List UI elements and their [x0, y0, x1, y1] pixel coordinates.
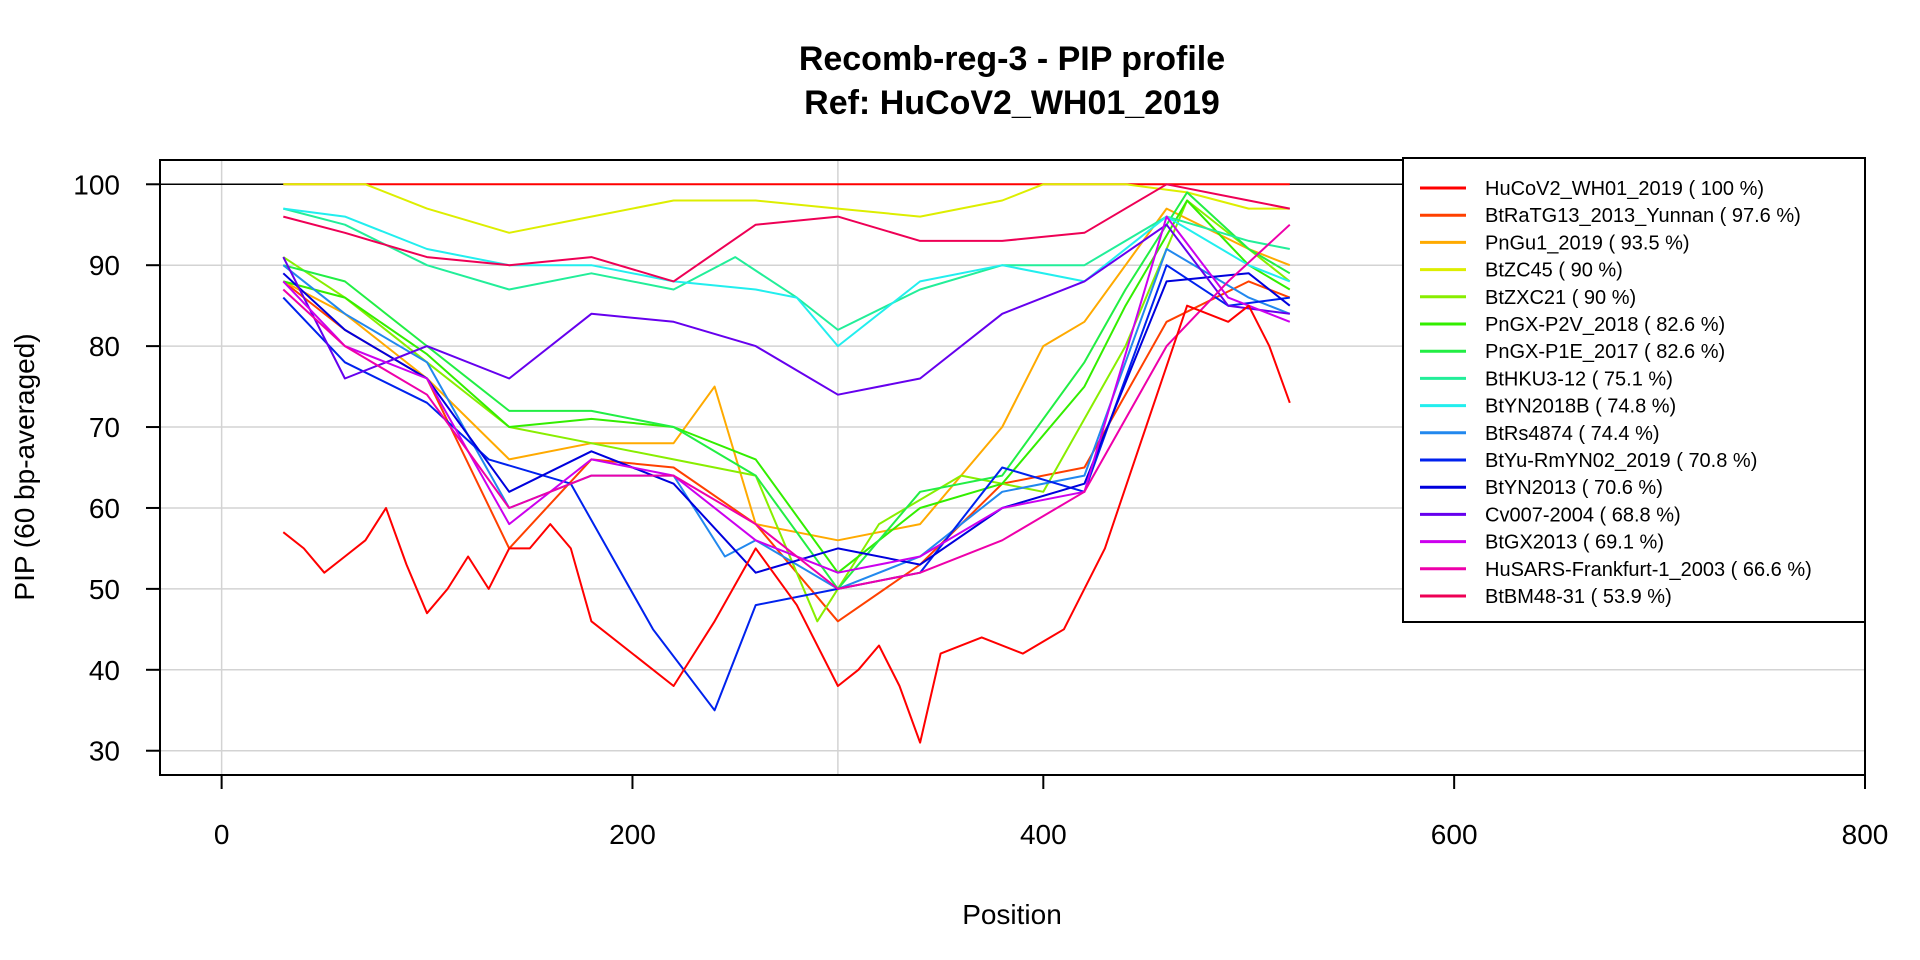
x-tick-label: 200	[609, 819, 656, 850]
x-axis-label: Position	[962, 899, 1062, 930]
legend-entries: HuCoV2_WH01_2019 ( 100 %) BtRaTG13_2013_Y…	[1420, 178, 1812, 608]
grid	[160, 160, 1865, 775]
y-tick-label: 30	[89, 736, 120, 767]
legend-label: BtRaTG13_2013_Yunnan ( 97.6 %)	[1485, 205, 1801, 227]
y-tick-label: 60	[89, 493, 120, 524]
y-tick-label: 80	[89, 331, 120, 362]
x-axis: 0 200 400 600 800	[214, 774, 1889, 850]
series-line-BtRaTG13_2013_Yunnan	[282, 280, 1291, 623]
legend-label: HuCoV2_WH01_2019 ( 100 %)	[1485, 178, 1764, 200]
legend-label: BtZC45 ( 90 %)	[1485, 260, 1623, 282]
legend-label: BtZXC21 ( 90 %)	[1485, 287, 1636, 309]
legend-label: BtGX2013 ( 69.1 %)	[1485, 532, 1664, 554]
legend-box	[1402, 157, 1866, 623]
y-tick-label: 70	[89, 412, 120, 443]
legend-label: BtYN2018B ( 74.8 %)	[1485, 396, 1676, 418]
series-line-HuSARS-Frankfurt-1_2003	[282, 223, 1291, 590]
legend-label: PnGu1_2019 ( 93.5 %)	[1485, 232, 1690, 254]
legend-label: BtYN2013 ( 70.6 %)	[1485, 477, 1663, 499]
x-tick-label: 400	[1020, 819, 1067, 850]
legend: HuCoV2_WH01_2019 ( 100 %) BtRaTG13_2013_Y…	[1402, 157, 1866, 623]
series-line-BtYN2013	[282, 272, 1291, 574]
legend-label: BtHKU3-12 ( 75.1 %)	[1485, 368, 1673, 390]
y-tick-label: 40	[89, 655, 120, 686]
series-layer	[282, 183, 1291, 744]
x-tick-label: 0	[214, 819, 230, 850]
y-axis: 30 40 50 60 70 80 90 100	[73, 169, 160, 767]
series-line-BtZC45	[283, 183, 1290, 234]
series-line-Cv007-2004	[282, 223, 1290, 396]
series-line-BtYN2018B	[283, 207, 1291, 348]
legend-label: PnGX-P1E_2017 ( 82.6 %)	[1485, 341, 1725, 363]
x-tick-label: 800	[1842, 819, 1889, 850]
x-tick-label: 600	[1431, 819, 1478, 850]
legend-label: BtYu-RmYN02_2019 ( 70.8 %)	[1485, 450, 1757, 472]
y-axis-label: PIP (60 bp-averaged)	[9, 333, 40, 600]
series-line-BtYu-RmYN02_2019	[282, 264, 1290, 712]
y-tick-label: 90	[89, 250, 120, 281]
series-line-BtBM48-31	[283, 183, 1290, 283]
legend-label: BtRs4874 ( 74.4 %)	[1485, 423, 1660, 445]
chart-subtitle: Ref: HuCoV2_WH01_2019	[804, 84, 1220, 122]
legend-label: BtBM48-31 ( 53.9 %)	[1485, 586, 1672, 608]
series-line-unnamed-16	[282, 304, 1291, 744]
y-tick-label: 100	[73, 169, 120, 200]
series-line-BtRs4874	[282, 248, 1291, 590]
legend-label: HuSARS-Frankfurt-1_2003 ( 66.6 %)	[1485, 559, 1812, 581]
y-tick-label: 50	[89, 574, 120, 605]
legend-label: Cv007-2004 ( 68.8 %)	[1485, 504, 1681, 526]
legend-label: PnGX-P2V_2018 ( 82.6 %)	[1485, 314, 1725, 336]
chart-title: Recomb-reg-3 - PIP profile	[799, 40, 1225, 78]
